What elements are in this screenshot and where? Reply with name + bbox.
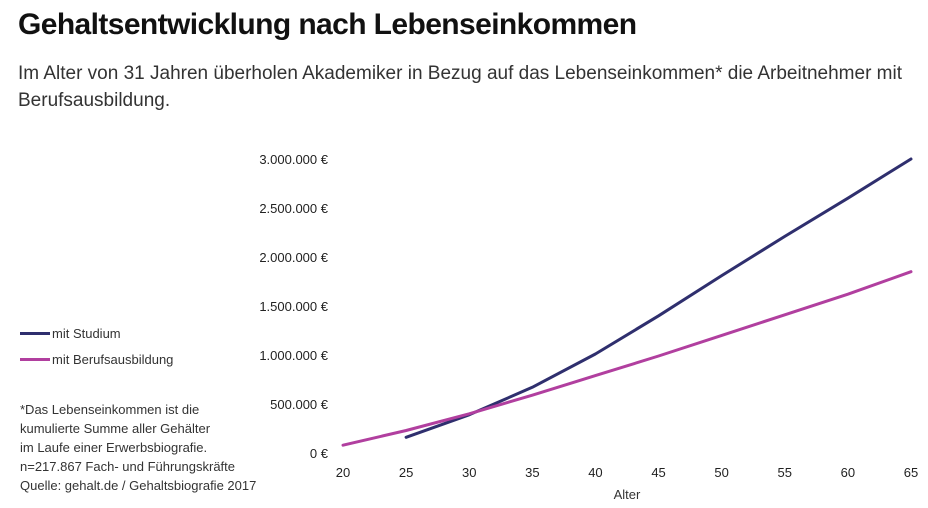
y-tick-label: 500.000 € <box>270 397 329 412</box>
x-tick-label: 30 <box>462 465 476 480</box>
y-tick-label: 2.000.000 € <box>259 250 328 265</box>
y-tick-label: 2.500.000 € <box>259 201 328 216</box>
legend-label-berufsausbildung: mit Berufsausbildung <box>52 351 174 367</box>
y-tick-label: 1.500.000 € <box>259 299 328 314</box>
source-note: Quelle: gehalt.de / Gehaltsbiografie 201… <box>20 478 257 493</box>
legend-swatch-berufsausbildung <box>20 357 50 361</box>
y-tick-label: 1.000.000 € <box>259 348 328 363</box>
y-tick-label: 0 € <box>310 446 329 461</box>
legend-label-studium: mit Studium <box>52 325 121 341</box>
x-tick-label: 35 <box>525 465 539 480</box>
footnote-line: im Laufe einer Erwerbsbiografie. <box>20 440 208 455</box>
x-tick-label: 20 <box>336 465 350 480</box>
footnote-line: *Das Lebenseinkommen ist die <box>20 402 200 417</box>
x-tick-label: 60 <box>841 465 855 480</box>
x-tick-label: 25 <box>399 465 413 480</box>
x-tick-label: 40 <box>588 465 602 480</box>
legend-item-studium: mit Studium <box>20 320 173 346</box>
x-tick-label: 50 <box>714 465 728 480</box>
sample-size-note: n=217.867 Fach- und Führungskräfte <box>20 459 236 474</box>
x-tick-label: 65 <box>904 465 918 480</box>
x-tick-label: 55 <box>778 465 792 480</box>
legend: mit Studium mit Berufsausbildung <box>20 320 173 372</box>
x-tick-label: 45 <box>651 465 665 480</box>
chart-subtitle: Im Alter von 31 Jahren überholen Akademi… <box>18 63 903 111</box>
footnote-line: kumulierte Summe aller Gehälter <box>20 421 211 436</box>
x-axis-label: Alter <box>614 487 641 502</box>
series-line-berufsausbildung <box>341 270 913 447</box>
legend-swatch-studium <box>20 331 50 335</box>
chart-title: Gehaltsentwicklung nach Lebenseinkommen <box>18 8 637 41</box>
legend-item-berufsausbildung: mit Berufsausbildung <box>20 346 173 372</box>
series-line-studium <box>404 157 913 439</box>
footnote: *Das Lebenseinkommen ist die kumulierte … <box>20 400 265 495</box>
y-tick-label: 3.000.000 € <box>259 152 328 167</box>
